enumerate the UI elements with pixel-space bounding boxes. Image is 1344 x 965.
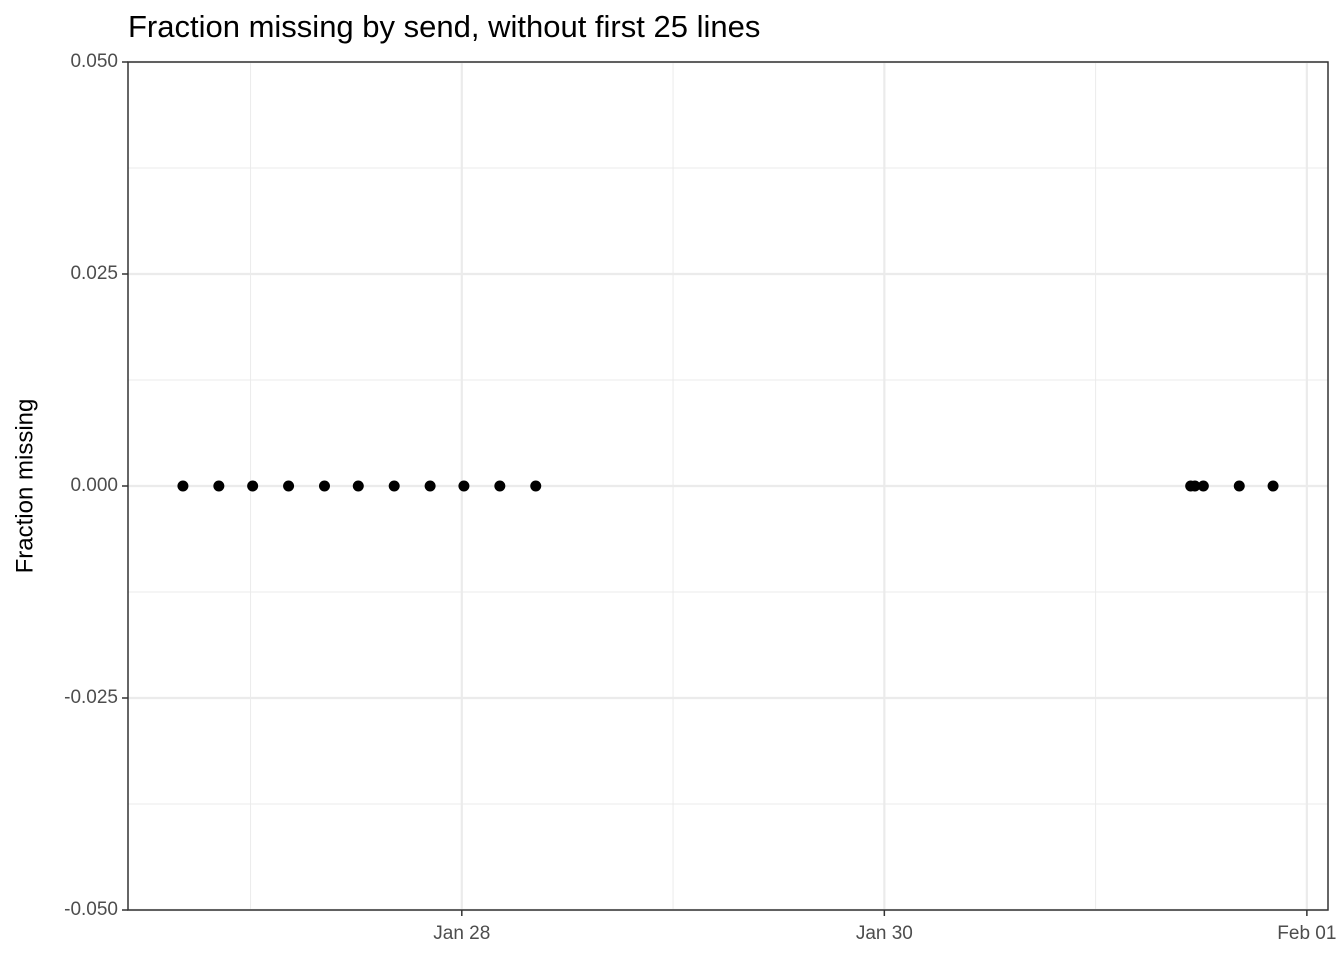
point	[1197, 480, 1209, 492]
plot-border	[127, 61, 1329, 911]
point	[494, 480, 506, 492]
x-tick-label: Jan 28	[433, 923, 490, 944]
point	[318, 480, 330, 492]
y-tick-label: 0.000	[70, 475, 118, 496]
point	[352, 480, 364, 492]
y-tick-label: 0.050	[70, 51, 118, 72]
point	[283, 480, 295, 492]
point	[1267, 480, 1279, 492]
x-tick-label: Feb 01	[1277, 923, 1336, 944]
point	[424, 480, 436, 492]
point	[458, 480, 470, 492]
y-tick-label: 0.025	[70, 263, 118, 284]
x-tick-label: Jan 30	[856, 923, 913, 944]
point	[530, 480, 542, 492]
point	[177, 480, 189, 492]
point	[247, 480, 259, 492]
y-axis-label: Fraction missing	[11, 399, 38, 574]
y-tick-label: -0.050	[64, 899, 118, 920]
point	[213, 480, 225, 492]
point	[1233, 480, 1245, 492]
point	[1189, 480, 1201, 492]
chart-title: Fraction missing by send, without first …	[128, 9, 760, 44]
point	[388, 480, 400, 492]
y-tick-label: -0.025	[64, 687, 118, 708]
